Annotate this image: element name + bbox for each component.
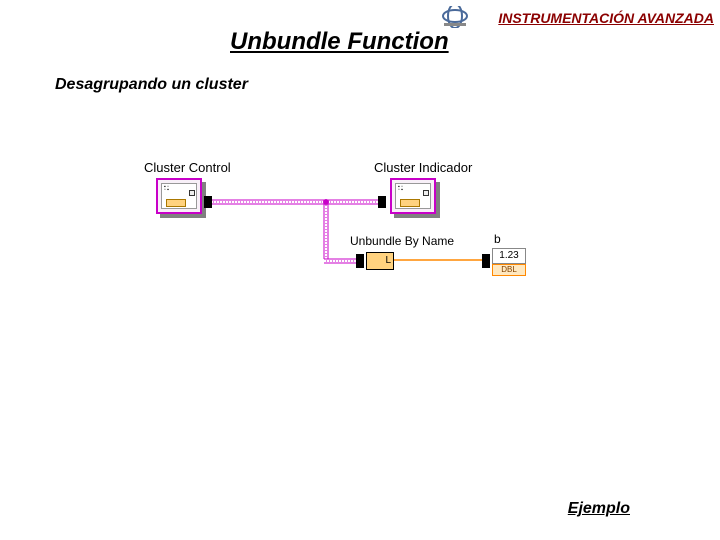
unbundle-in-terminal	[356, 254, 364, 268]
numeric-value-box: 1.23	[492, 248, 526, 264]
unbundle-label: Unbundle By Name	[350, 234, 454, 248]
page-title: Unbundle Function	[230, 28, 449, 56]
numeric-type-box: DBL	[492, 264, 526, 276]
cluster-indicator-label: Cluster Indicador	[374, 160, 472, 175]
cluster-indicator-node: ▪ ▫▫ ▪	[390, 178, 436, 214]
numeric-out-label: b	[494, 232, 501, 246]
cluster-indicator-terminal	[378, 196, 386, 208]
block-diagram: Cluster Control ▪ ▫▫ ▪ Cluster Indicador…	[154, 160, 574, 340]
numeric-in-terminal	[482, 254, 490, 268]
example-link[interactable]: Ejemplo	[568, 500, 630, 518]
page-subtitle: Desagrupando un cluster	[55, 76, 248, 94]
unbundle-output-name: L	[385, 255, 391, 266]
cluster-control-label: Cluster Control	[144, 160, 231, 175]
logo-icon	[440, 6, 470, 28]
unbundle-node: L	[366, 252, 394, 270]
course-header: INSTRUMENTACIÓN AVANZADA	[498, 10, 714, 26]
cluster-control-terminal	[204, 196, 212, 208]
cluster-control-node: ▪ ▫▫ ▪	[156, 178, 202, 214]
